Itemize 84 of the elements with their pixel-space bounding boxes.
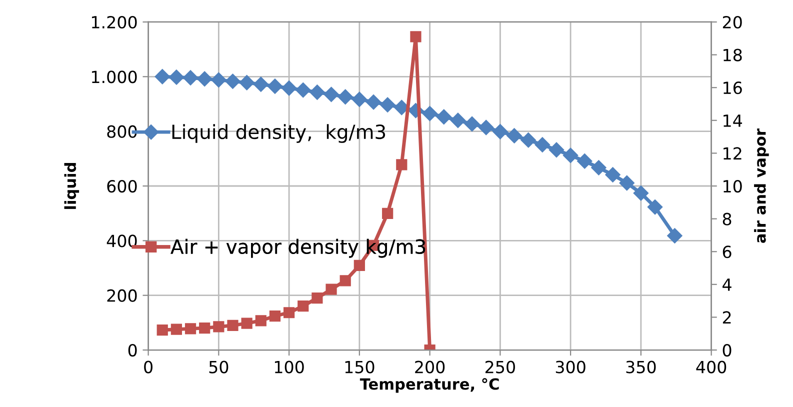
y2-tick-label: 8 [722, 212, 732, 226]
x-tick-label: 250 [486, 360, 515, 374]
point [478, 120, 494, 136]
point [324, 86, 339, 102]
y2-axis-title: air and vapor [754, 128, 769, 243]
point [338, 89, 353, 104]
point [283, 307, 295, 318]
point [170, 324, 182, 335]
point [213, 321, 224, 332]
y-tick-label: 0 [128, 344, 137, 357]
x-tick-label: 100 [274, 360, 304, 374]
point [506, 128, 522, 144]
y-tick-label: 1.000 [92, 70, 137, 84]
point [380, 97, 396, 112]
point [239, 75, 254, 90]
x-tick-label: 150 [345, 360, 374, 374]
point [436, 109, 452, 124]
x-tick-label: 50 [209, 360, 228, 374]
x-tick-label: 300 [556, 360, 586, 374]
point [298, 300, 309, 312]
y-tick-label: 400 [106, 234, 137, 248]
point [310, 84, 325, 100]
point [154, 69, 170, 84]
point [450, 112, 466, 128]
point [382, 208, 394, 219]
point [605, 167, 620, 182]
x-axis-title: Temperature, °C [360, 378, 499, 393]
y2-tick-label: 6 [722, 246, 732, 258]
y2-tick-label: 10 [724, 180, 742, 193]
x-tick-label: 400 [696, 360, 726, 374]
point [197, 71, 212, 86]
y-tick-label: 600 [107, 180, 137, 193]
point [312, 292, 323, 304]
y2-tick-label: 12 [724, 147, 742, 160]
y-tick-label: 1.200 [92, 16, 137, 29]
point [619, 175, 634, 191]
y-tick-label: 800 [107, 125, 137, 138]
point [168, 70, 184, 85]
x-tick-label: 0 [144, 360, 152, 374]
y-tick-label: 200 [107, 289, 137, 302]
y-axis-title: liquid [64, 163, 80, 209]
point [577, 154, 592, 169]
point [667, 228, 682, 244]
y2-tick-label: 14 [724, 114, 742, 127]
y2-tick-label: 16 [724, 82, 742, 94]
point [253, 76, 268, 92]
point [281, 80, 297, 96]
x-tick-label: 200 [415, 360, 445, 374]
x-tick-label: 350 [626, 360, 656, 374]
point [225, 74, 240, 89]
point [534, 137, 550, 152]
y2-tick-label: 4 [722, 278, 732, 291]
point [492, 124, 508, 140]
point [156, 324, 168, 336]
point [562, 148, 578, 163]
point [396, 159, 408, 170]
point [422, 106, 438, 122]
point [520, 132, 536, 148]
point [410, 31, 422, 42]
point [241, 318, 252, 329]
point [269, 310, 281, 322]
y2-tick-label: 20 [722, 16, 742, 29]
point [352, 92, 367, 107]
point [199, 322, 210, 334]
y2-tick-label: 18 [724, 48, 742, 62]
y2-tick-label: 2 [722, 311, 731, 324]
y2-tick-label: 0 [722, 344, 732, 357]
point [548, 142, 564, 158]
point [354, 260, 365, 271]
point [267, 78, 283, 94]
point [340, 275, 351, 286]
point [227, 320, 238, 331]
point [211, 72, 226, 88]
point [182, 70, 198, 86]
point [255, 315, 266, 326]
point [366, 94, 382, 110]
point [184, 323, 196, 334]
point [633, 186, 649, 201]
point [296, 82, 311, 98]
legend-label: Liquid density, kg/m3 [172, 124, 386, 143]
point [647, 199, 663, 215]
point [591, 160, 606, 176]
point [464, 116, 480, 132]
point [326, 284, 337, 295]
